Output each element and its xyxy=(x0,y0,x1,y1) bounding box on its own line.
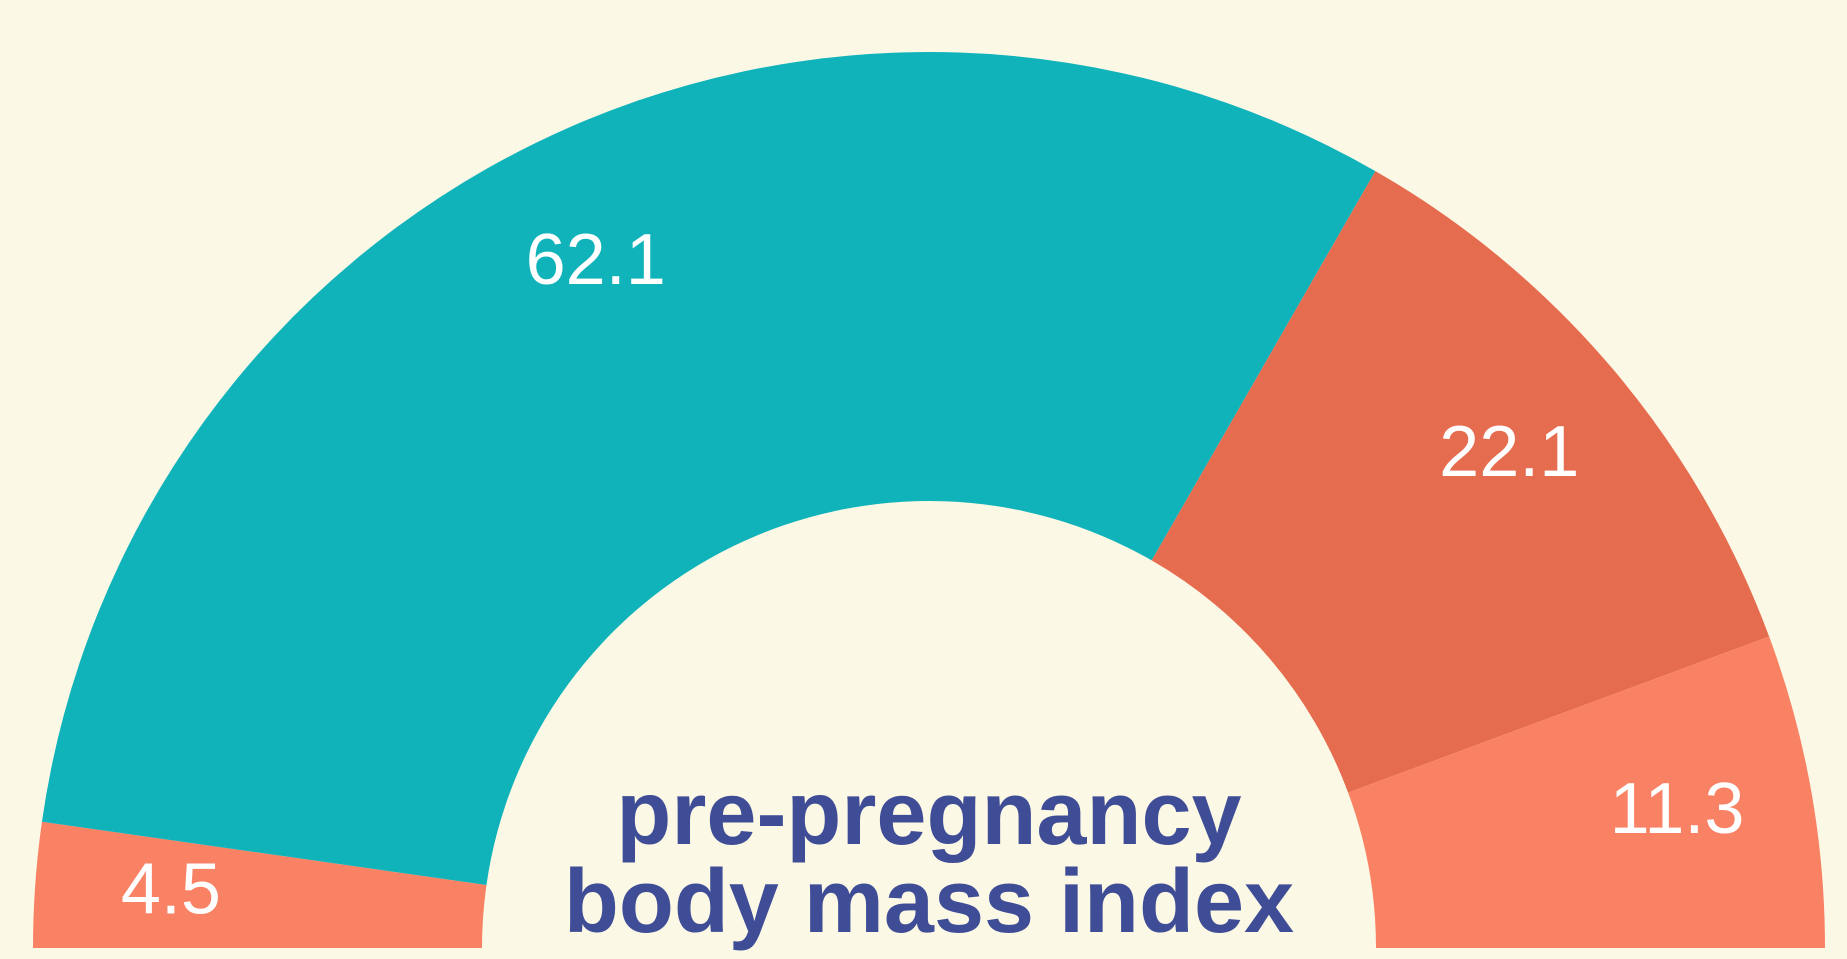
slice xyxy=(41,52,1376,886)
data-label: 62.1 xyxy=(526,220,666,300)
chart-title: pre-pregnancy body mass index xyxy=(563,764,1295,952)
data-label: 22.1 xyxy=(1439,412,1579,492)
data-label: 4.5 xyxy=(121,849,221,929)
data-label: 11.3 xyxy=(1610,769,1745,849)
slice xyxy=(1151,171,1770,793)
slice xyxy=(33,821,487,948)
slice xyxy=(1348,636,1825,948)
